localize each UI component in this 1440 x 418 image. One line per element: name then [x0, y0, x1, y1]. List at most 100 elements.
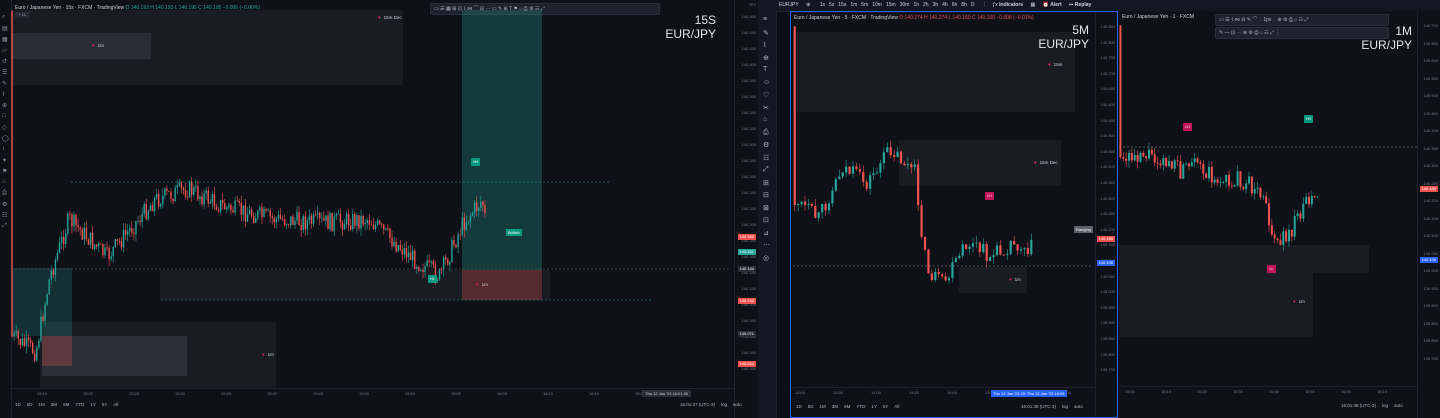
tool-icon[interactable]: ✎ — [2, 81, 8, 87]
timeframe-6m[interactable]: 6M — [844, 404, 851, 409]
interval-1h[interactable]: 1h — [913, 2, 920, 8]
tool-icon[interactable]: ≡ — [763, 16, 768, 23]
time-axis[interactable]: 15:15 15:20 15:25 15:30 15:35 15:40 15:45 15:50… — [11, 388, 734, 400]
tool-icon[interactable]: ↺ — [2, 59, 8, 65]
tool-icon[interactable]: ⊡ — [763, 217, 769, 224]
chart-panel-5m[interactable]: Euro / Japanese Yen · 5 · FXCM · Trading… — [790, 11, 1118, 418]
chart-panel-15s[interactable]: ⌕ ▤ ▦ ▱ ↺ ☰ ✎ ⌇ ⊕ □ ◇ ◯ ↕ ✦ ⚑ ⌂ ⎙ ⚙ ☷ ⤢ Euro / Japanese Yen… — [0, 0, 758, 418]
interval-6h[interactable]: 6h — [951, 2, 958, 8]
tool-icon[interactable]: ⌕ — [2, 14, 6, 20]
interval-15m[interactable]: 15m — [885, 2, 896, 8]
tool-icon[interactable]: ⚑ — [2, 169, 8, 175]
symbol-title[interactable]: Euro / Japanese Yen · 5 · FXCM · Trading… — [794, 15, 898, 21]
interval-2h[interactable]: 2h — [923, 2, 929, 8]
tool-icon[interactable]: ▤ — [2, 26, 8, 32]
timeframe-3m[interactable]: 3M — [831, 404, 839, 409]
tool-icon[interactable]: ☷ — [763, 154, 770, 162]
tool-icon[interactable]: ⌇ — [763, 42, 767, 49]
tool-icon[interactable]: ▦ — [2, 37, 8, 43]
timeframe-ytd[interactable]: YTD — [856, 404, 866, 409]
interval-5m[interactable]: 5m — [861, 2, 869, 8]
tool-icon[interactable]: ⌂ — [2, 179, 6, 185]
interval-1m[interactable]: 1m — [850, 2, 858, 8]
interval-5s[interactable]: 5s — [829, 2, 835, 8]
collapse-toggle[interactable]: + 11 — [15, 12, 29, 18]
tool-icon[interactable]: ⋯ — [763, 242, 770, 249]
tool-icon[interactable]: ◎ — [763, 254, 770, 262]
chart-panel-1m[interactable]: Euro / Japanese Yen · 1 · FXCM ▭ ☰ ⌇ ⋈ ⊟… — [1119, 11, 1440, 418]
tool-icon[interactable]: ✎ — [763, 29, 769, 37]
interval-8h[interactable]: 8h — [961, 2, 967, 8]
tool-icon[interactable]: ⊠ — [763, 204, 769, 212]
layout-icon[interactable]: ▦ — [1030, 2, 1036, 8]
timeframe-1d[interactable]: 1D — [15, 402, 21, 407]
price-axis[interactable]: 140.700 140.650 140.600 140.550 140.500 140.4… — [1417, 11, 1440, 418]
tool-icon[interactable]: ▱ — [2, 48, 7, 54]
tool-icon[interactable]: ⚙ — [763, 142, 770, 149]
tool-icon[interactable]: ⊕ — [763, 54, 769, 62]
alert-button[interactable]: ⏰ Alert — [1042, 2, 1062, 8]
chart-type-icon[interactable]: ⫶ — [983, 2, 986, 8]
tool-icon[interactable]: ⌇ — [2, 92, 5, 98]
tool-icon[interactable]: ⤢ — [2, 223, 7, 229]
timeframe-bar[interactable]: 1D 5D 1M 3M 6M YTD 1Y 5Y All — [15, 402, 735, 411]
interval-4h[interactable]: 4h — [942, 2, 948, 8]
auto-toggle[interactable]: auto — [733, 402, 742, 407]
symbol-header[interactable]: Euro / Japanese Yen · 15s · FXCM · Tradi… — [15, 5, 260, 11]
tool-icon[interactable]: ☰ — [2, 70, 8, 76]
tool-icon[interactable]: ✂ — [763, 104, 769, 112]
symbol-header[interactable]: Euro / Japanese Yen · 1 · FXCM — [1122, 14, 1194, 20]
tool-icon[interactable]: ♡ — [763, 92, 770, 99]
interval-30m[interactable]: 30m — [899, 2, 910, 8]
add-symbol-icon[interactable]: ⊕ — [806, 2, 811, 8]
symbol-search[interactable]: EURJPY — [779, 2, 799, 8]
interval-10m[interactable]: 10m — [872, 2, 882, 8]
timeframe-3m[interactable]: 3M — [50, 402, 58, 407]
price-axis[interactable]: 140.850 140.800 140.750 140.700 140.650 140.6… — [1095, 12, 1117, 417]
tool-icon[interactable]: ✦ — [2, 158, 8, 164]
timeframe-5y[interactable]: 5Y — [882, 404, 889, 409]
symbol-header[interactable]: Euro / Japanese Yen · 5 · FXCM · Trading… — [794, 15, 1034, 21]
tool-icon[interactable]: ☺ — [763, 78, 771, 86]
price-axis[interactable]: JPY 140.460 140.440 140.420 140.400 140.380 1… — [734, 0, 758, 418]
timeframe-5d[interactable]: 5D — [26, 402, 33, 407]
second-drawing-bar[interactable]: ✎ — ⊡ ⋯ ⊕ ⚙ ⎙ ⌂ ☷ ⤢ ⋮ — [1215, 27, 1389, 39]
tool-icon[interactable]: ⤢ — [763, 166, 769, 173]
indicators-button[interactable]: ƒx Indicators — [992, 2, 1024, 8]
interval-D[interactable]: D — [970, 2, 975, 8]
tool-icon[interactable]: ⚙ — [2, 202, 8, 208]
time-axis[interactable]: 15:00 15:10 15:20 15:30 15:40 15:50 16:00 16:10 — [1119, 386, 1417, 398]
tool-icon[interactable]: ⊿ — [763, 229, 769, 237]
tool-icon[interactable]: ⎙ — [2, 190, 7, 196]
interval-15s[interactable]: 15s — [838, 2, 847, 8]
timeframe-ytd[interactable]: YTD — [75, 402, 85, 407]
tool-icon[interactable]: ◇ — [2, 125, 7, 131]
interval-1s[interactable]: 1s — [819, 2, 825, 8]
log-toggle[interactable]: log — [721, 402, 728, 407]
tool-icon[interactable]: ◯ — [2, 136, 9, 142]
timeframe-1m[interactable]: 1M — [819, 404, 826, 409]
symbol-title[interactable]: Euro / Japanese Yen · 15s · FXCM · Tradi… — [15, 5, 125, 11]
tool-icon[interactable]: □ — [2, 113, 6, 119]
timeframe-5d[interactable]: 5D — [807, 404, 814, 409]
tool-icon[interactable]: T — [763, 66, 768, 73]
timeframe-all[interactable]: All — [894, 404, 900, 409]
tool-icon[interactable]: ☷ — [2, 213, 8, 219]
timeframe-1y[interactable]: 1Y — [871, 404, 877, 409]
floating-drawing-bar[interactable]: ▭ ☰ ⌇ ⋈ ⊟ ✎ ⌒ 1px ⊕ ⚙ ⎙ ⌂ ☷ ⤢ — [1215, 14, 1389, 26]
tool-icon[interactable]: ⊞ — [763, 179, 769, 187]
timeframe-1d[interactable]: 1D — [796, 404, 802, 409]
tool-icon[interactable]: ↕ — [2, 146, 5, 152]
symbol-title[interactable]: Euro / Japanese Yen · 1 · FXCM — [1122, 14, 1194, 20]
interval-3h[interactable]: 3h — [932, 2, 939, 8]
tool-icon[interactable]: ⊕ — [2, 103, 8, 109]
tool-icon[interactable]: ⊟ — [763, 192, 769, 199]
tool-icon[interactable]: ⎙ — [763, 128, 769, 136]
timeframe-all[interactable]: All — [113, 402, 119, 407]
floating-drawing-bar[interactable]: ▭ ☰ ▦ ⊞ ⊡ ⌇ ⋈ ⌒ ⊟ ⋯ ▭ ✎ ⊕ T ⚑ ⌂ ⎙ ⚙ ☷ ⤢ — [430, 3, 660, 15]
tool-icon[interactable]: ⌂ — [763, 116, 768, 123]
replay-button[interactable]: ⏮ Replay — [1069, 2, 1092, 8]
timeframe-6m[interactable]: 6M — [63, 402, 70, 407]
timeframe-1m[interactable]: 1M — [38, 402, 45, 407]
timeframe-5y[interactable]: 5Y — [101, 402, 108, 407]
